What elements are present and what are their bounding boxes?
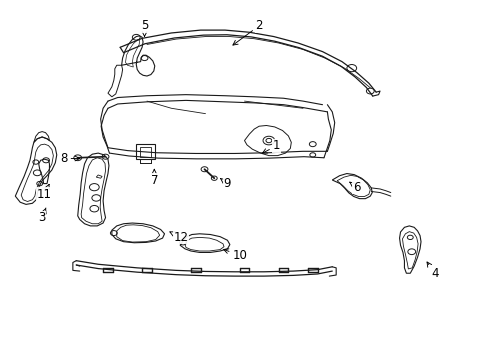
Text: 6: 6 (349, 181, 360, 194)
Text: 5: 5 (141, 19, 148, 36)
Text: 8: 8 (61, 152, 80, 165)
Text: 7: 7 (150, 170, 158, 186)
Text: 3: 3 (39, 208, 46, 224)
Text: 9: 9 (220, 177, 231, 190)
Text: 1: 1 (262, 139, 279, 153)
Text: 10: 10 (223, 249, 246, 262)
Text: 11: 11 (37, 184, 52, 201)
Text: 12: 12 (169, 231, 188, 244)
Text: 4: 4 (426, 262, 438, 280)
Text: 2: 2 (232, 19, 263, 45)
